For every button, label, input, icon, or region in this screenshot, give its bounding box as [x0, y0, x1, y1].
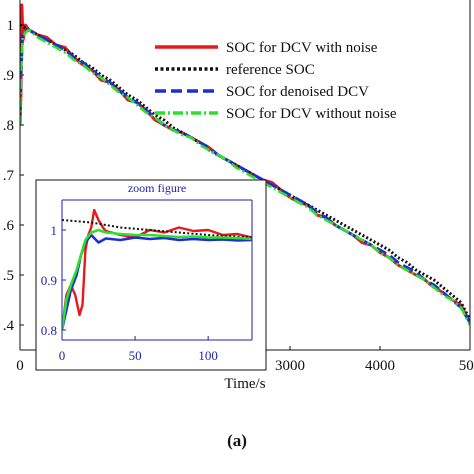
main-plot-lines [20, 3, 470, 326]
inset-x-tick-label: 50 [129, 348, 142, 363]
figure-caption: (a) [227, 431, 247, 450]
inset-y-tick-label: 0.9 [41, 273, 57, 288]
main-y-tick-label: .6 [3, 218, 15, 234]
main-x-tick-label: 3000 [275, 358, 305, 374]
main-x-tick-label: 500 [459, 358, 474, 374]
legend-label-3: SOC for DCV without noise [226, 106, 397, 122]
inset-plot-lines [62, 208, 252, 331]
x-axis-label: Time/s [224, 376, 265, 392]
inset-ticks: 0 50 100 1 0.9 0.8 [41, 223, 218, 363]
inset-y-tick-label: 0.8 [41, 323, 57, 338]
inset-title: zoom figure [128, 181, 186, 195]
main-y-tick-label: .5 [3, 268, 14, 284]
inset-series-line-3 [62, 228, 252, 331]
legend-label-2: SOC for denoised DCV [226, 84, 369, 100]
legend-label-0: SOC for DCV with noise [226, 40, 378, 56]
main-y-tick-label: 1 [7, 18, 15, 34]
legend: SOC for DCV with noise reference SOC SOC f… [155, 40, 397, 122]
inset-x-tick-label: 100 [198, 348, 218, 363]
main-x-tick-label: 0 [16, 358, 24, 374]
main-series-line-1 [20, 23, 470, 321]
legend-label-1: reference SOC [226, 62, 315, 78]
main-series-line-2 [20, 28, 470, 324]
inset-y-tick-label: 1 [51, 223, 58, 238]
inset-series-line-1 [62, 219, 252, 239]
main-x-tick-label: 4000 [365, 358, 395, 374]
inset-series-line-0 [62, 208, 252, 331]
inset-series-line-2 [62, 233, 252, 331]
main-y-tick-label: .4 [3, 318, 15, 334]
main-y-tick-label: .8 [3, 118, 14, 134]
main-series-line-3 [20, 28, 470, 326]
inset-frame [35, 179, 267, 371]
inset-x-tick-label: 0 [59, 348, 66, 363]
main-y-tick-label: .9 [3, 68, 14, 84]
main-y-tick-label: .7 [3, 168, 15, 184]
